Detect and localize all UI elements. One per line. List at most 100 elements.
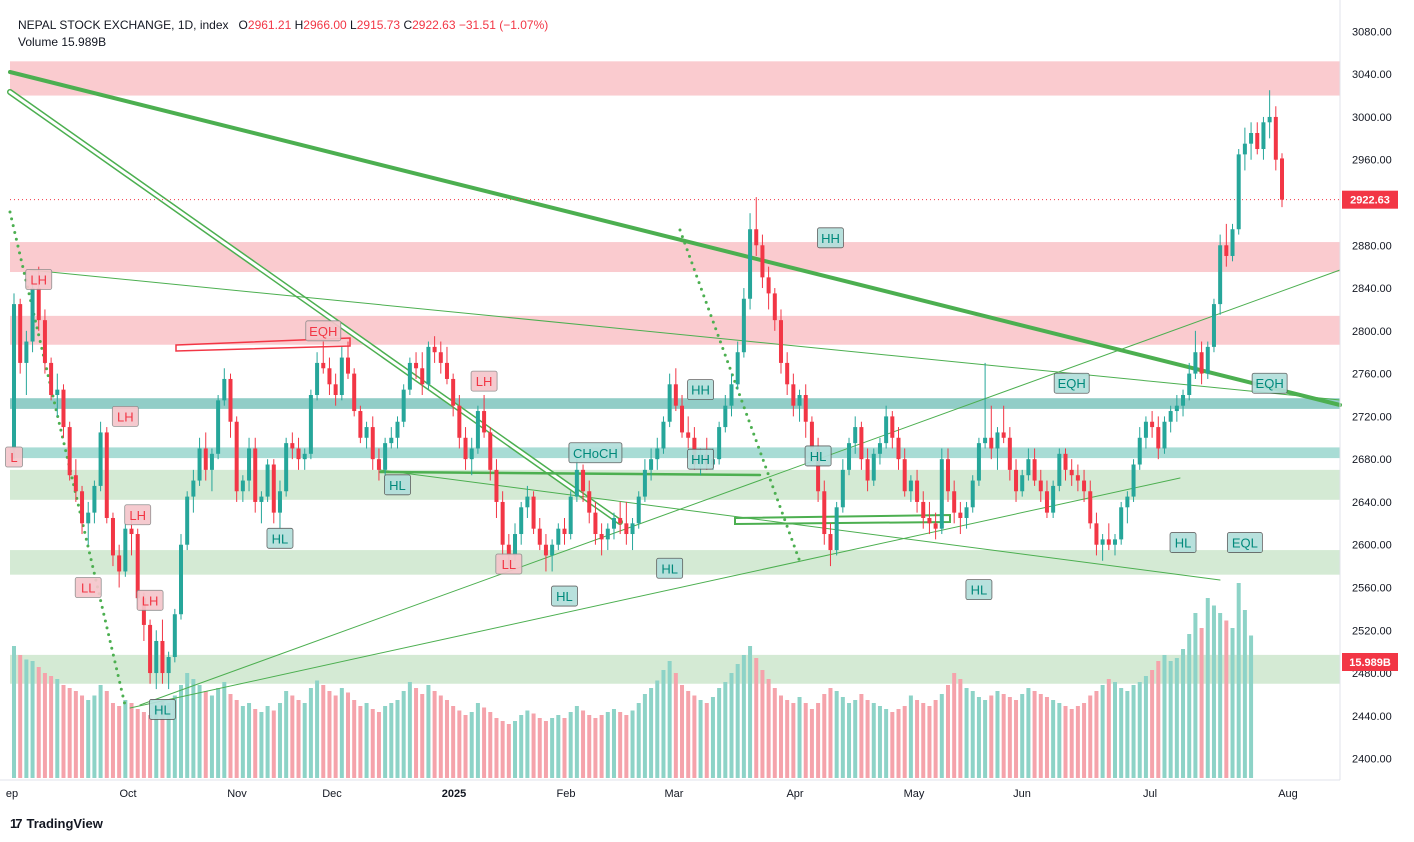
candle-body[interactable] — [463, 437, 468, 460]
candle-body[interactable] — [587, 491, 592, 513]
candle-body[interactable] — [296, 448, 301, 460]
candle-body[interactable] — [550, 544, 555, 556]
candle-body[interactable] — [952, 491, 957, 513]
candle-body[interactable] — [407, 362, 412, 390]
candle-body[interactable] — [519, 507, 524, 535]
candle-body[interactable] — [1106, 539, 1111, 545]
candle-body[interactable] — [228, 378, 233, 422]
candle-body[interactable] — [1193, 352, 1198, 374]
candle-body[interactable] — [1230, 229, 1235, 256]
candle-body[interactable] — [531, 496, 536, 529]
candle-body[interactable] — [1242, 143, 1247, 155]
candle-body[interactable] — [148, 624, 153, 674]
candle-body[interactable] — [525, 496, 530, 508]
candle-body[interactable] — [327, 368, 332, 385]
candle-body[interactable] — [247, 448, 252, 481]
candle-body[interactable] — [24, 341, 29, 363]
candle-body[interactable] — [277, 491, 282, 513]
candle-body[interactable] — [649, 459, 654, 470]
candle-body[interactable] — [680, 405, 685, 433]
candle-body[interactable] — [581, 469, 586, 492]
candle-body[interactable] — [234, 421, 239, 492]
candle-body[interactable] — [1156, 427, 1161, 449]
candle-body[interactable] — [203, 448, 208, 470]
candle-body[interactable] — [166, 657, 171, 674]
candle-body[interactable] — [568, 496, 573, 535]
candle-body[interactable] — [1280, 158, 1284, 200]
candle-body[interactable] — [1119, 507, 1124, 540]
candle-body[interactable] — [259, 496, 264, 502]
candle-body[interactable] — [67, 427, 72, 476]
candle-body[interactable] — [896, 437, 901, 460]
candle-body[interactable] — [197, 448, 202, 481]
candle-body[interactable] — [797, 395, 802, 406]
candle-body[interactable] — [321, 362, 326, 369]
candle-body[interactable] — [1057, 453, 1062, 486]
candle-body[interactable] — [18, 304, 23, 363]
candle-body[interactable] — [1082, 480, 1087, 492]
candle-body[interactable] — [222, 378, 227, 401]
candle-body[interactable] — [290, 443, 295, 449]
candle-body[interactable] — [778, 320, 783, 363]
candle-body[interactable] — [42, 320, 47, 363]
candle-body[interactable] — [840, 469, 845, 508]
candle-body[interactable] — [1205, 346, 1210, 374]
candle-body[interactable] — [723, 405, 728, 428]
candlesticks[interactable] — [12, 90, 1284, 690]
candle-body[interactable] — [599, 534, 604, 540]
candle-body[interactable] — [908, 480, 913, 492]
candle-body[interactable] — [543, 544, 548, 556]
candle-body[interactable] — [129, 528, 134, 535]
candle-body[interactable] — [1026, 459, 1031, 476]
candle-body[interactable] — [383, 443, 388, 470]
candle-body[interactable] — [172, 614, 177, 658]
candle-body[interactable] — [185, 496, 190, 545]
candle-body[interactable] — [1261, 122, 1266, 150]
candle-body[interactable] — [847, 443, 852, 470]
candle-body[interactable] — [339, 357, 344, 395]
trend-line[interactable] — [139, 269, 1341, 706]
trend-line[interactable] — [8, 70, 1342, 407]
candle-body[interactable] — [655, 448, 660, 460]
eqh-bracket[interactable] — [175, 337, 351, 352]
trend-line[interactable] — [379, 469, 1221, 581]
candle-body[interactable] — [117, 555, 122, 572]
candle-body[interactable] — [98, 432, 103, 486]
candle-body[interactable] — [741, 298, 746, 353]
candle-body[interactable] — [686, 432, 691, 438]
candle-body[interactable] — [457, 405, 462, 438]
candle-body[interactable] — [1162, 421, 1167, 449]
candle-body[interactable] — [61, 389, 66, 428]
candle-body[interactable] — [110, 517, 115, 556]
candle-body[interactable] — [766, 277, 771, 294]
candle-body[interactable] — [191, 480, 196, 497]
candle-body[interactable] — [352, 373, 357, 412]
candle-body[interactable] — [636, 496, 641, 524]
candle-body[interactable] — [976, 443, 981, 481]
candle-body[interactable] — [179, 544, 184, 615]
candle-body[interactable] — [284, 443, 289, 492]
candle-body[interactable] — [451, 378, 456, 406]
candle-body[interactable] — [822, 491, 827, 535]
candle-body[interactable] — [104, 432, 109, 518]
candle-body[interactable] — [1137, 437, 1142, 465]
candle-body[interactable] — [970, 480, 975, 508]
candle-body[interactable] — [995, 432, 1000, 449]
candle-body[interactable] — [667, 384, 672, 422]
candle-body[interactable] — [432, 346, 437, 353]
tradingview-logo[interactable]: 17 TradingView — [10, 816, 103, 831]
candle-body[interactable] — [1236, 154, 1241, 230]
candle-body[interactable] — [624, 523, 629, 535]
trend-line[interactable] — [678, 228, 802, 564]
candle-body[interactable] — [865, 459, 870, 481]
candle-body[interactable] — [1014, 469, 1019, 492]
candle-body[interactable] — [265, 464, 270, 497]
candle-body[interactable] — [420, 368, 425, 385]
candle-body[interactable] — [915, 480, 920, 502]
candle-body[interactable] — [488, 432, 493, 470]
candle-body[interactable] — [1051, 485, 1056, 513]
candle-body[interactable] — [1001, 432, 1006, 438]
candle-body[interactable] — [791, 384, 796, 406]
trend-line[interactable] — [378, 470, 762, 477]
trend-lines[interactable] — [7, 70, 1342, 709]
